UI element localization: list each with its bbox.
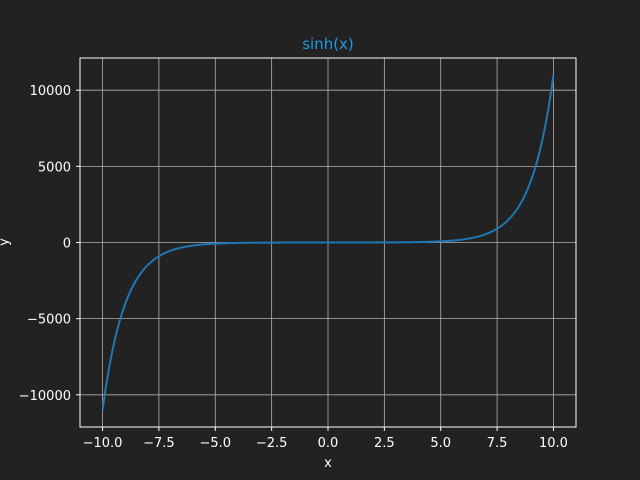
plot-lines (101, 74, 555, 411)
axis-ticks: −10.0 −7.5 −5.0 −2.5 0.0 2.5 5.0 7.5 10.0 −10000 −… (19, 84, 568, 451)
x-tick-label: −7.5 (143, 436, 175, 451)
y-tick-label: 10000 (30, 84, 71, 99)
y-tick-label: 5000 (38, 160, 71, 175)
series-line (101, 74, 555, 411)
x-tick-label: −2.5 (256, 436, 288, 451)
x-axis-label: x (324, 456, 332, 471)
y-tick-label: 0 (63, 237, 71, 252)
x-tick-label: 2.5 (374, 436, 395, 451)
x-tick-label: 10.0 (539, 436, 568, 451)
x-tick-label: −10.0 (83, 436, 123, 451)
chart-title: sinh(x) (302, 35, 354, 53)
y-axis-label: y (0, 238, 12, 246)
x-tick-label: 0.0 (318, 436, 339, 451)
x-tick-label: 7.5 (487, 436, 508, 451)
y-tick-label: −10000 (19, 389, 71, 404)
x-tick-label: 5.0 (430, 436, 451, 451)
y-tick-label: −5000 (27, 313, 71, 328)
x-tick-label: −5.0 (199, 436, 231, 451)
